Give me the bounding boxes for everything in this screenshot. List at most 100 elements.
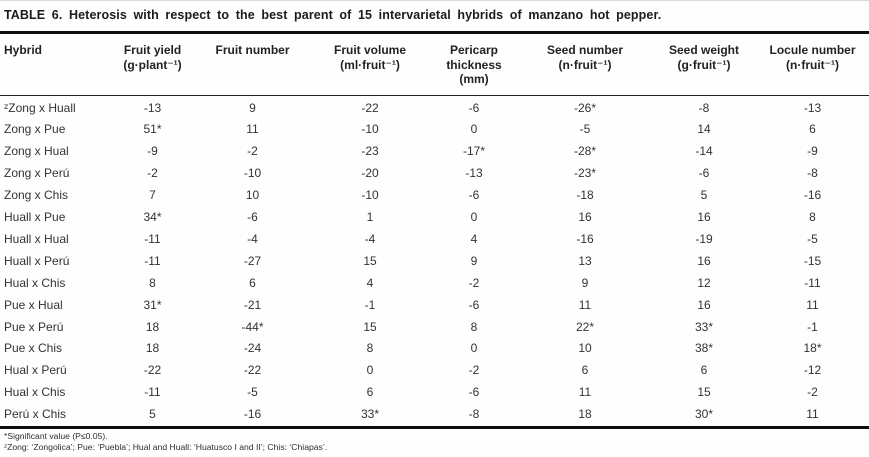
table-row: Pue x Perú 18 -44* 15 8 22* 33* -1 xyxy=(0,317,869,339)
hybrid-name: Hual x Chis xyxy=(4,385,66,400)
table-row: Huall x Hual -11 -4 -4 4 -16 -19 -5 xyxy=(0,229,869,251)
value-cell: 51* xyxy=(143,122,162,137)
footnote-abbreviations: ᶻZong: ‘Zongolica’; Pue: ‘Puebla’; Hual … xyxy=(4,441,328,452)
value-cell: 10 xyxy=(578,341,592,356)
value-cell: -8 xyxy=(807,166,818,181)
column-label: Pericarp thickness xyxy=(446,43,502,72)
value-cell: -10 xyxy=(361,122,379,137)
value-cell: 33* xyxy=(694,319,714,334)
value-cell: 7 xyxy=(149,188,156,203)
table-row: ᶻZong x Huall -13 9 -22 -6 -26* -8 -13 xyxy=(0,95,869,119)
value-cell: 6 xyxy=(700,363,708,378)
value-cell: 12 xyxy=(697,275,711,290)
value-cell: 16 xyxy=(578,210,592,225)
value-cell: 5 xyxy=(149,407,156,422)
column-header-seed-weight: Seed weight (g·fruit⁻¹) xyxy=(652,34,756,96)
column-header-hybrid: Hybrid xyxy=(0,34,110,96)
hybrid-name: Hual x Chis xyxy=(4,275,66,290)
value-cell: 18 xyxy=(578,407,592,422)
column-header-seed-number: Seed number (n·fruit⁻¹) xyxy=(518,34,652,96)
column-unit: (n·fruit⁻¹) xyxy=(558,57,612,72)
value-cell: -5 xyxy=(579,122,591,137)
value-cell: -12 xyxy=(803,363,822,378)
value-cell: 18 xyxy=(145,341,160,356)
value-cell: -6 xyxy=(468,385,480,400)
value-cell: -11 xyxy=(144,253,161,268)
value-cell: 4 xyxy=(470,231,478,246)
value-cell: -11 xyxy=(804,275,821,290)
value-cell: 8 xyxy=(470,319,478,334)
value-cell: 8 xyxy=(809,210,816,225)
value-cell: 31* xyxy=(143,297,162,312)
table-title: TABLE 6. Heterosis with respect to the b… xyxy=(4,8,662,22)
top-rule xyxy=(0,31,869,34)
value-cell: 6 xyxy=(366,385,374,400)
hybrid-name: Hual x Perú xyxy=(4,363,67,378)
value-cell: 15 xyxy=(697,385,711,400)
value-cell: 6 xyxy=(249,275,256,290)
value-cell: 10 xyxy=(245,188,260,203)
table-row: Pue x Chis 18 -24 8 0 10 38* 18* xyxy=(0,338,869,360)
value-cell: 16 xyxy=(697,253,711,268)
value-cell: 4 xyxy=(366,275,374,290)
hybrid-name: Huall x Hual xyxy=(4,231,69,246)
table-header: Hybrid Fruit yield (g·plant⁻¹) Fruit num… xyxy=(0,34,869,96)
value-cell: 9 xyxy=(249,100,256,115)
column-label: Fruit volume xyxy=(333,43,406,57)
column-unit: (n·fruit⁻¹) xyxy=(786,57,839,72)
value-cell: -28* xyxy=(573,144,596,159)
column-unit: (mm) xyxy=(459,72,489,86)
value-cell: -14 xyxy=(695,144,713,159)
value-cell: -6 xyxy=(247,210,258,225)
value-cell: -27 xyxy=(243,253,262,268)
hybrid-name: Zong x Pue xyxy=(4,122,66,137)
value-cell: -6 xyxy=(468,188,480,203)
value-cell: -8 xyxy=(468,407,480,422)
value-cell: -11 xyxy=(144,231,161,246)
value-cell: -20 xyxy=(361,166,379,181)
column-header-fruit-yield: Fruit yield (g·plant⁻¹) xyxy=(110,34,195,96)
column-unit: (ml·fruit⁻¹) xyxy=(340,57,400,72)
value-cell: 9 xyxy=(470,253,478,268)
value-cell: 0 xyxy=(470,341,478,356)
value-cell: -13 xyxy=(803,100,822,115)
value-cell: -6 xyxy=(468,100,480,115)
value-cell: -16 xyxy=(576,231,594,246)
hybrid-name: ᶻZong x Huall xyxy=(4,100,76,115)
hybrid-name: Huall x Pue xyxy=(4,210,66,225)
column-label: Seed weight xyxy=(668,43,739,57)
column-header-pericarp-thickness: Pericarp thickness (mm) xyxy=(430,34,518,96)
value-cell: -13 xyxy=(143,100,162,115)
value-cell: -21 xyxy=(243,297,262,312)
value-cell: 14 xyxy=(697,122,711,137)
value-cell: 11 xyxy=(578,385,592,400)
table-body: ᶻZong x Huall -13 9 -22 -6 -26* -8 -13 Zong x Pu… xyxy=(0,95,869,426)
value-cell: 1 xyxy=(366,210,374,225)
value-cell: -22 xyxy=(243,363,262,378)
value-cell: -15 xyxy=(803,253,822,268)
value-cell: 22* xyxy=(575,319,595,334)
value-cell: -2 xyxy=(247,144,258,159)
value-cell: 6 xyxy=(581,363,589,378)
value-cell: -16 xyxy=(803,188,822,203)
value-cell: 38* xyxy=(694,341,714,356)
value-cell: -5 xyxy=(807,231,818,246)
table-row: Huall x Perú -11 -27 15 9 13 16 -15 xyxy=(0,251,869,273)
table-header-row: Hybrid Fruit yield (g·plant⁻¹) Fruit num… xyxy=(0,34,869,96)
value-cell: 18* xyxy=(803,341,822,356)
value-cell: 33* xyxy=(360,407,380,422)
value-cell: 6 xyxy=(809,122,816,137)
value-cell: -16 xyxy=(243,407,262,422)
value-cell: 11 xyxy=(806,297,819,312)
hybrid-name: Zong x Perú xyxy=(4,166,70,181)
bottom-rule xyxy=(0,426,869,430)
value-cell: -2 xyxy=(468,275,480,290)
table-row: Zong x Perú -2 -10 -20 -13 -23* -6 -8 xyxy=(0,163,869,185)
hybrid-name: Zong x Hual xyxy=(4,144,69,159)
hybrid-name: Pue x Perú xyxy=(4,319,64,334)
value-cell: -6 xyxy=(698,166,710,181)
column-label: Hybrid xyxy=(4,43,43,57)
value-cell: 16 xyxy=(697,210,711,225)
value-cell: -6 xyxy=(468,297,480,312)
